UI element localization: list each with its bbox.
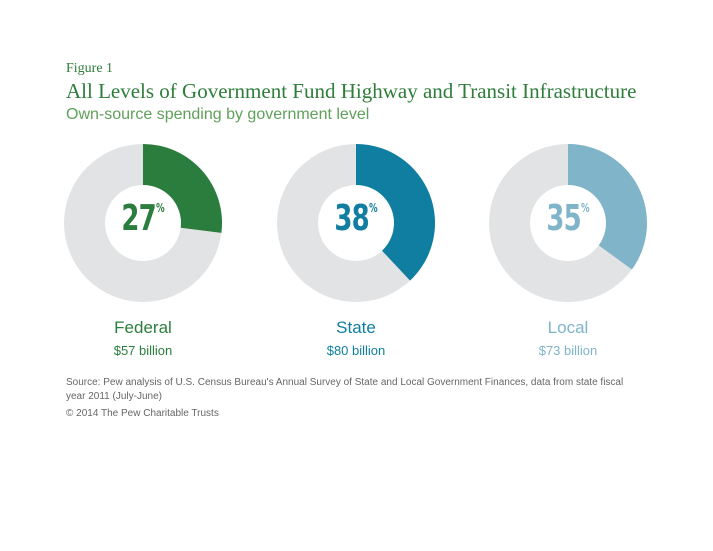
donut-state: 38% bbox=[276, 143, 436, 303]
chart-title: All Levels of Government Fund Highway an… bbox=[66, 79, 637, 103]
percent-label-local: 35% bbox=[510, 199, 625, 239]
donut-state-svg bbox=[277, 144, 436, 302]
percent-value-local: 35 bbox=[546, 198, 581, 239]
donut-state-slice bbox=[356, 144, 436, 281]
donut-federal-hole bbox=[105, 185, 181, 261]
figure-label: Figure 1 bbox=[66, 61, 114, 76]
percent-label-state: 38% bbox=[298, 199, 413, 239]
percent-sign-federal: % bbox=[155, 201, 165, 215]
percent-value-federal: 27 bbox=[121, 198, 156, 239]
percent-sign-local: % bbox=[580, 201, 590, 215]
amount-label-state: $80 billion bbox=[326, 343, 386, 358]
donut-local-slice bbox=[568, 144, 648, 270]
donut-federal: 27% bbox=[63, 143, 223, 303]
source-note: Source: Pew analysis of U.S. Census Bure… bbox=[66, 377, 624, 402]
category-label-federal: Federal bbox=[114, 318, 172, 337]
copyright-note: © 2014 The Pew Charitable Trusts bbox=[66, 408, 219, 419]
percent-label-federal: 27% bbox=[85, 199, 200, 239]
donut-federal-svg bbox=[64, 144, 223, 302]
category-label-state: State bbox=[336, 318, 376, 337]
donut-local-svg bbox=[489, 144, 648, 302]
category-label-local: Local bbox=[547, 318, 589, 337]
percent-value-state: 38 bbox=[334, 198, 369, 239]
donut-local: 35% bbox=[488, 143, 648, 303]
chart-subtitle: Own-source spending by government level bbox=[66, 106, 370, 123]
amount-label-federal: $57 billion bbox=[113, 343, 173, 358]
donut-state-hole bbox=[318, 185, 394, 261]
donut-local-hole bbox=[530, 185, 606, 261]
percent-sign-state: % bbox=[368, 201, 378, 215]
amount-label-local: $73 billion bbox=[538, 343, 598, 358]
